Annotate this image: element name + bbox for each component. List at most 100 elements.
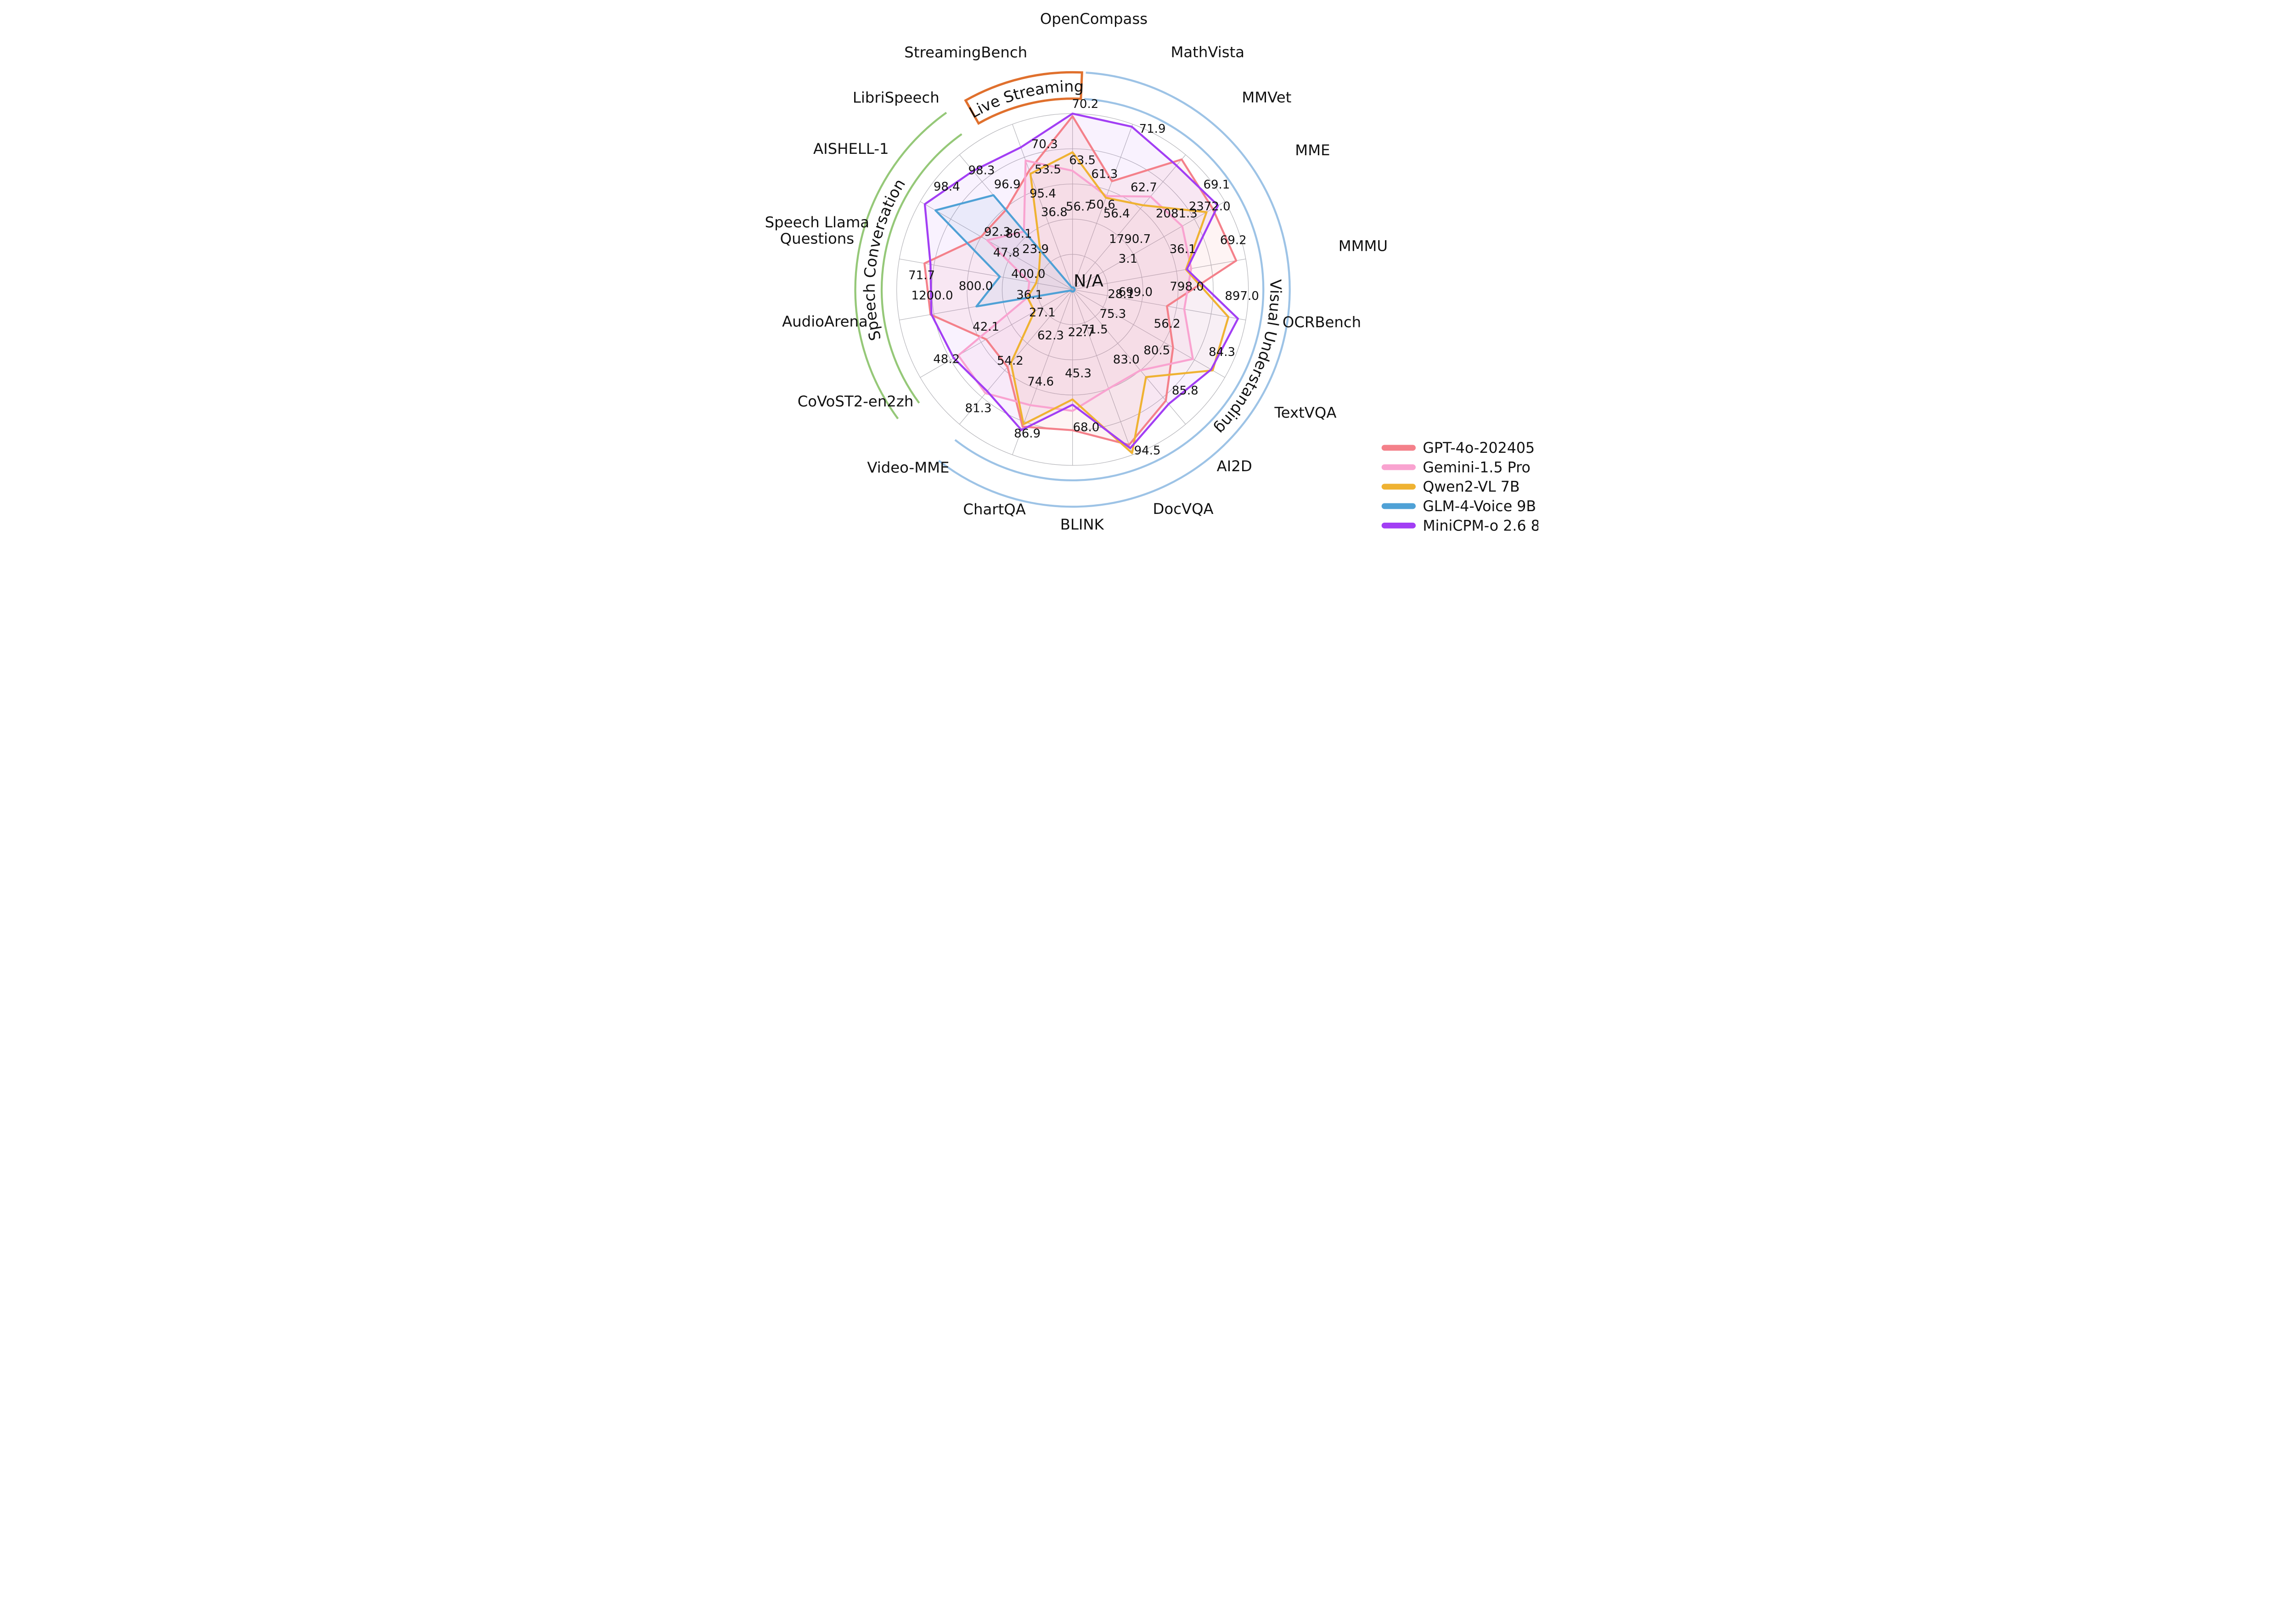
value-label: 75.3 (1099, 307, 1126, 321)
grid-spoke-DocVQA (1072, 289, 1133, 455)
center-na-label: N/A (1074, 271, 1103, 291)
value-label: 800.0 (959, 279, 993, 293)
value-label: 53.5 (1035, 163, 1061, 176)
category-arc-visual-understanding-outer (938, 72, 1291, 508)
value-label: 69.2 (1220, 233, 1247, 247)
axis-label-MathVista: MathVista (1171, 43, 1244, 61)
value-label: 699.0 (1119, 286, 1153, 299)
axis-label-AI2D: AI2D (1217, 457, 1252, 475)
axis-label-AudioArena: AudioArena (782, 313, 868, 330)
axis-label-TextVQA: TextVQA (1274, 404, 1336, 422)
value-label: 400.0 (1011, 267, 1045, 281)
grid-spoke-AISHELL-1 (920, 201, 1073, 290)
value-label: 36.8 (1041, 206, 1068, 220)
value-label: 897.0 (1225, 289, 1259, 303)
value-label: 22.7 (1068, 326, 1095, 339)
value-label: 56.4 (1103, 207, 1130, 221)
legend-label-GPT-4o-202405: GPT-4o-202405 (1423, 440, 1535, 457)
series-fill-Qwen2-VL 7B (1011, 152, 1229, 453)
value-label: 70.2 (1072, 97, 1098, 111)
axis-label-ChartQA: ChartQA (963, 501, 1025, 518)
value-label: 84.3 (1209, 345, 1235, 359)
series-fill-GLM-4-Voice 9B (935, 195, 1075, 307)
grid-spoke-Video-MME (959, 289, 1073, 425)
legend-label-GLM-4-Voice 9B: GLM-4-Voice 9B (1423, 498, 1536, 515)
value-label: 98.3 (968, 163, 995, 177)
value-label: 74.6 (1027, 375, 1054, 389)
grid-spoke-StreamingBench (1012, 124, 1073, 290)
value-label: 56.2 (1154, 317, 1181, 331)
grid-spoke-TextVQA (1072, 289, 1225, 378)
value-label: 92.3 (984, 225, 1011, 239)
value-label: 2081.3 (1156, 207, 1198, 220)
value-label: 47.8 (993, 246, 1020, 260)
axis-label-LibriSpeech: LibriSpeech (853, 89, 940, 106)
series-line-GPT-4o-202405 (923, 115, 1238, 446)
value-label: 50.6 (1089, 198, 1115, 212)
axis-label-Speech Llama Questions: Speech Llama Questions (765, 214, 869, 248)
axis-label-Video-MME: Video-MME (867, 459, 949, 476)
axis-label-MMMU: MMMU (1339, 237, 1388, 255)
legend-label-Gemini-1.5 Pro: Gemini-1.5 Pro (1423, 459, 1531, 476)
axis-label-BLINK: BLINK (1060, 516, 1104, 533)
value-label: 71.7 (908, 269, 935, 282)
value-label: 85.8 (1172, 384, 1199, 398)
value-label: 71.5 (1081, 323, 1108, 337)
value-label: 95.4 (1030, 187, 1056, 201)
value-label: 27.1 (1029, 306, 1056, 320)
value-label: 68.0 (1073, 421, 1099, 434)
grid-spoke-CoVoST2-en2zh (920, 289, 1073, 378)
category-arc-speech-conversation-inner (880, 133, 962, 404)
grid-spoke-MMMU (1072, 259, 1246, 290)
legend-label-MiniCPM-o 2.6 8B: MiniCPM-o 2.6 8B (1423, 518, 1538, 534)
grid-spoke-Speech Llama Questions (899, 259, 1073, 290)
value-label: 48.2 (933, 353, 960, 366)
value-label: 42.1 (973, 320, 999, 334)
category-arc-visual-understanding-inner (954, 98, 1265, 482)
legend-label-Qwen2-VL 7B: Qwen2-VL 7B (1423, 479, 1519, 496)
radar-chart-figure: Visual Understanding Speech Conversation L… (758, 0, 1538, 534)
value-label: 45.3 (1065, 366, 1092, 380)
value-label: 86.1 (1006, 227, 1032, 241)
value-label: 69.1 (1203, 178, 1230, 192)
value-label: 94.5 (1134, 444, 1161, 458)
value-label: 62.3 (1037, 329, 1064, 343)
axis-label-OpenCompass: OpenCompass (1040, 10, 1148, 28)
category-arc-speech-conversation-outer (854, 112, 947, 419)
value-label: 3.1 (1119, 252, 1137, 266)
value-label: 56.7 (1066, 200, 1092, 214)
grid-spoke-MathVista (1072, 124, 1133, 290)
series-line-GLM-4-Voice 9B (934, 194, 1076, 308)
value-label: 83.0 (1113, 353, 1140, 366)
axis-label-DocVQA: DocVQA (1153, 500, 1214, 518)
axis-label-StreamingBench: StreamingBench (904, 44, 1027, 61)
value-label: 86.9 (1014, 427, 1041, 441)
series-fill-MiniCPM-o 2.6 8B (924, 113, 1238, 448)
series-line-MiniCPM-o 2.6 8B (923, 113, 1239, 450)
grid-spoke-MMVet (1072, 154, 1186, 290)
value-label: 61.3 (1091, 167, 1118, 181)
value-label: 81.3 (965, 402, 992, 416)
grid-spoke-MME (1072, 201, 1225, 290)
grid-spoke-AI2D (1072, 289, 1186, 425)
axis-label-MMVet: MMVet (1242, 89, 1291, 106)
value-label: 1200.0 (912, 289, 953, 303)
value-label: 54.2 (997, 354, 1024, 368)
value-label: 28.1 (1108, 288, 1134, 301)
value-label: 36.1 (1016, 288, 1043, 302)
value-label: 98.4 (934, 180, 960, 194)
value-label: 70.3 (1031, 137, 1058, 151)
value-label: 62.7 (1131, 181, 1157, 195)
series-line-Gemini-1.5 Pro (957, 159, 1194, 412)
category-arc-live-streaming (964, 71, 1083, 125)
axis-label-OCRBench: OCRBench (1283, 313, 1361, 331)
series-fill-GPT-4o-202405 (924, 116, 1237, 445)
axis-label-CoVoST2-en2zh: CoVoST2-en2zh (798, 393, 914, 410)
value-label: 1790.7 (1109, 232, 1151, 246)
axis-label-AISHELL-1: AISHELL-1 (813, 140, 889, 158)
value-label: 96.9 (994, 178, 1021, 192)
value-label: 798.0 (1170, 280, 1204, 294)
axis-label-MME: MME (1295, 141, 1330, 159)
value-label: 2372.0 (1189, 200, 1231, 214)
